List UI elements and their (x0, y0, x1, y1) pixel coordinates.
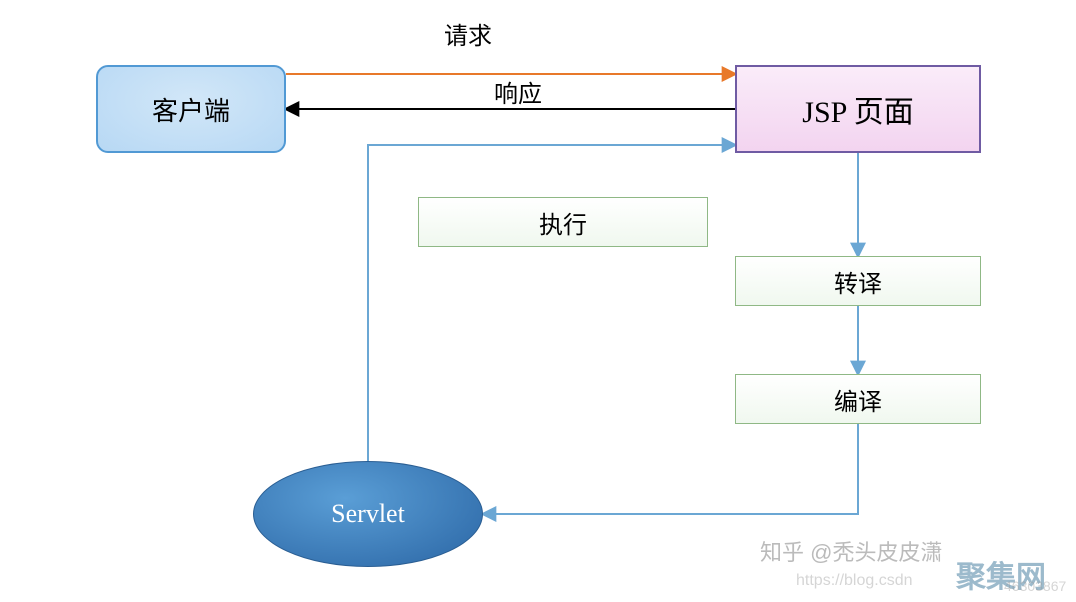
node-translate-label: 转译 (834, 264, 882, 299)
edge-label-response: 响应 (494, 74, 542, 109)
watermark-csdn: https://blog.csdn (796, 572, 913, 590)
watermark-id: 46303867 (1004, 578, 1066, 594)
edge-label-request: 请求 (444, 16, 492, 51)
edge-compile-to-servlet (483, 424, 858, 514)
node-compile: 编译 (735, 374, 981, 424)
edge-servlet-to-jsp (368, 145, 735, 461)
node-servlet-label: Servlet (331, 499, 405, 529)
node-client-label: 客户端 (152, 91, 230, 128)
node-servlet: Servlet (253, 461, 483, 567)
node-execute: 执行 (418, 197, 708, 247)
node-jsp: JSP 页面 (735, 65, 981, 153)
node-execute-label: 执行 (539, 205, 587, 240)
watermark-zhihu: 知乎 @秃头皮皮潇 (760, 535, 942, 567)
node-compile-label: 编译 (834, 382, 882, 417)
node-client: 客户端 (96, 65, 286, 153)
node-translate: 转译 (735, 256, 981, 306)
node-jsp-label: JSP 页面 (802, 87, 913, 131)
